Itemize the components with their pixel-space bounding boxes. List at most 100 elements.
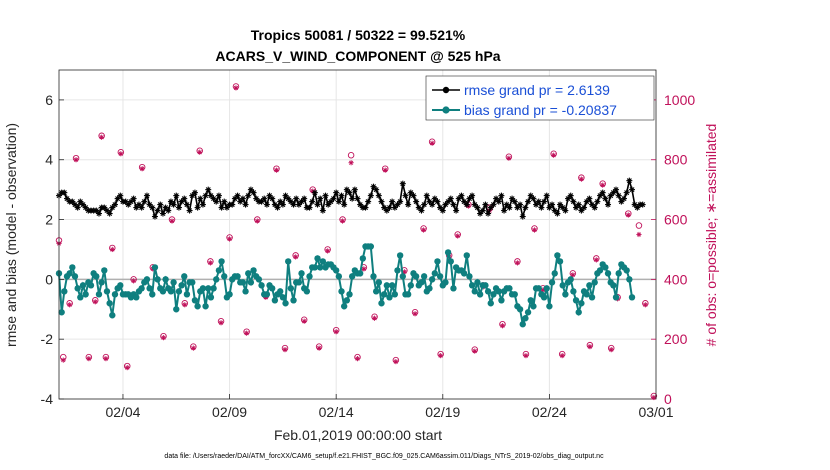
y-right-tick-label: 800 bbox=[664, 152, 688, 168]
rmse-point-stroke bbox=[432, 196, 438, 202]
obs-assimilated-stroke bbox=[293, 254, 298, 260]
bias-point bbox=[181, 273, 188, 280]
bias-point bbox=[511, 291, 518, 298]
rmse-point bbox=[93, 207, 100, 214]
bias-point bbox=[205, 285, 212, 292]
obs-possible-marker bbox=[347, 151, 355, 159]
rmse-point bbox=[314, 201, 321, 208]
rmse-point-stroke bbox=[333, 190, 339, 196]
x-tick-label: 02/09 bbox=[212, 404, 247, 420]
rmse-point-stroke bbox=[400, 181, 406, 187]
rmse-point bbox=[205, 186, 212, 193]
obs-assimilated-marker bbox=[412, 311, 418, 317]
bias-point bbox=[247, 279, 255, 286]
rmse-point-stroke bbox=[277, 199, 283, 205]
rmse-point-stroke bbox=[490, 202, 496, 208]
bias-point bbox=[298, 270, 305, 277]
obs-assimilated-marker bbox=[523, 353, 529, 359]
bias-point bbox=[602, 264, 609, 271]
obs-possible-marker bbox=[635, 222, 643, 229]
rmse-point-stroke bbox=[536, 199, 542, 205]
obs-assimilated-stroke bbox=[587, 344, 593, 349]
bias-point bbox=[290, 297, 297, 304]
rmse-point bbox=[389, 198, 396, 205]
obs-assimilated-stroke bbox=[532, 227, 537, 233]
rmse-point-stroke bbox=[176, 205, 182, 211]
obs-assimilated-stroke bbox=[506, 156, 512, 161]
obs-assimilated-stroke bbox=[73, 157, 79, 162]
bias-point bbox=[74, 285, 81, 292]
obs-assimilated-stroke bbox=[197, 150, 202, 155]
bias-point bbox=[426, 285, 433, 292]
rmse-point bbox=[549, 201, 556, 208]
rmse-point-stroke bbox=[264, 202, 270, 208]
rmse-point-stroke bbox=[341, 202, 347, 208]
bias-point bbox=[559, 282, 566, 289]
bias-point bbox=[338, 288, 345, 295]
rmse-point bbox=[138, 204, 145, 211]
rmse-point bbox=[341, 201, 348, 208]
rmse-point-stroke bbox=[200, 202, 206, 208]
rmse-point-stroke bbox=[339, 193, 344, 199]
obs-assimilated-stroke bbox=[421, 227, 426, 233]
obs-assimilated-stroke bbox=[523, 353, 529, 358]
obs-assimilated-marker bbox=[118, 151, 124, 157]
rmse-point-stroke bbox=[429, 202, 435, 208]
legend: rmse grand pr = 2.6139 bias grand pr = -… bbox=[425, 75, 655, 121]
bias-point bbox=[386, 294, 393, 301]
rmse-point-stroke bbox=[184, 202, 190, 208]
rmse-point-stroke bbox=[440, 208, 446, 214]
obs-assimilated-stroke bbox=[325, 248, 330, 254]
bias-point bbox=[346, 291, 353, 298]
bias-point bbox=[61, 288, 68, 295]
rmse-point bbox=[330, 195, 337, 202]
rmse-point bbox=[397, 198, 404, 205]
rmse-point bbox=[274, 204, 281, 211]
bias-point bbox=[348, 273, 356, 280]
bias-point bbox=[282, 300, 289, 307]
rmse-point-stroke bbox=[323, 193, 329, 199]
rmse-point-stroke bbox=[163, 205, 169, 211]
bias-point bbox=[295, 279, 303, 286]
rmse-point bbox=[245, 192, 252, 199]
obs-assimilated-marker bbox=[531, 227, 538, 233]
rmse-point-stroke bbox=[131, 196, 137, 202]
bias-point bbox=[242, 288, 249, 295]
obs-assimilated-stroke bbox=[118, 151, 123, 156]
rmse-point bbox=[506, 204, 513, 211]
rmse-point bbox=[154, 207, 161, 214]
rmse-point bbox=[589, 201, 596, 208]
obs-assimilated-marker bbox=[160, 335, 167, 341]
rmse-point bbox=[447, 195, 454, 202]
rmse-point bbox=[423, 192, 430, 199]
rmse-point bbox=[114, 195, 121, 202]
bias-markers bbox=[55, 243, 636, 328]
bias-point bbox=[567, 276, 574, 283]
rmse-point-stroke bbox=[61, 190, 67, 196]
rmse-point-stroke bbox=[195, 205, 201, 211]
bias-point bbox=[447, 258, 454, 265]
rmse-point bbox=[194, 204, 201, 211]
obs-assimilated-stroke bbox=[110, 247, 115, 252]
legend-bias-marker bbox=[442, 106, 450, 114]
bias-point bbox=[626, 276, 633, 283]
obs-assimilated-stroke bbox=[372, 316, 377, 321]
bias-point bbox=[167, 288, 175, 295]
bias-point bbox=[255, 276, 263, 283]
obs-assimilated-stroke bbox=[412, 311, 418, 316]
rmse-point-stroke bbox=[557, 202, 563, 208]
rmse-point bbox=[463, 201, 470, 208]
rmse-point-stroke bbox=[293, 196, 299, 202]
bias-point bbox=[173, 306, 180, 313]
bias-point bbox=[234, 273, 241, 280]
rmse-point-stroke bbox=[464, 202, 470, 208]
rmse-point bbox=[223, 204, 230, 211]
obs-assimilated-stroke bbox=[218, 320, 224, 325]
bias-point bbox=[610, 282, 617, 289]
rmse-point-stroke bbox=[107, 211, 113, 217]
bias-point bbox=[245, 270, 252, 277]
obs-assimilated-marker bbox=[60, 357, 66, 363]
bias-point bbox=[178, 282, 185, 289]
bias-point bbox=[418, 279, 425, 286]
obs-assimilated-stroke bbox=[355, 356, 360, 361]
